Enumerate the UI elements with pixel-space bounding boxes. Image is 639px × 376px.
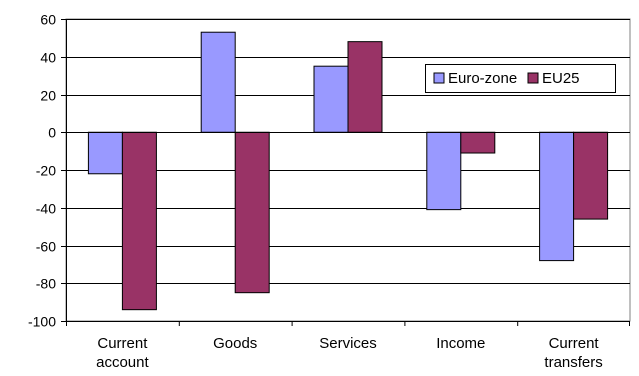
bar-euro-zone-4 <box>539 131 575 262</box>
bar-eu25-4 <box>573 131 609 220</box>
bar-euro-zone-0 <box>87 131 123 175</box>
bar-euro-zone-1 <box>200 31 236 133</box>
x-axis-category-labels: Current account Goods Services Income Current… <box>96 335 603 371</box>
bar-eu25-2 <box>347 41 383 133</box>
x-category-label-line: account <box>96 354 149 371</box>
bar-eu25-0 <box>121 131 157 311</box>
x-category-label-line: Goods <box>213 335 257 352</box>
axes <box>61 19 630 326</box>
bar-eu25-3 <box>460 131 496 154</box>
legend-label-euro-zone: Euro-zone <box>448 70 517 87</box>
legend-label-eu25: EU25 <box>542 70 580 87</box>
x-category-label-line: Current <box>549 335 600 352</box>
y-tick-label: -60 <box>36 239 56 255</box>
x-category-label-line: Income <box>436 335 485 352</box>
legend-swatch-euro-zone <box>433 72 445 84</box>
bar-euro-zone-2 <box>313 65 349 133</box>
y-tick-label: 20 <box>40 88 56 104</box>
legend: Euro-zone EU25 <box>425 64 616 93</box>
x-category-label-line: Services <box>319 335 377 352</box>
y-tick-label: -20 <box>36 163 56 179</box>
x-category-label: Current account <box>96 335 149 371</box>
x-category-label-line: transfers <box>544 354 602 371</box>
bar-euro-zone-3 <box>426 131 462 211</box>
y-tick-label: 60 <box>40 12 56 28</box>
x-category-label: Income <box>436 335 485 352</box>
y-tick-label: 0 <box>48 125 56 141</box>
y-axis-tick-labels: 60 40 20 0 -20 -40 -60 -80 -100 <box>28 12 56 330</box>
x-category-label: Current transfers <box>544 335 602 371</box>
bars <box>87 31 609 311</box>
x-category-label: Services <box>319 335 377 352</box>
x-category-label-line: Current <box>97 335 148 352</box>
x-category-label: Goods <box>213 335 257 352</box>
y-tick-label: -80 <box>36 276 56 292</box>
y-tick-label: -100 <box>28 314 56 330</box>
legend-swatch-eu25 <box>527 72 539 84</box>
bar-eu25-1 <box>234 131 270 294</box>
y-tick-label: -40 <box>36 201 56 217</box>
y-tick-label: 40 <box>40 50 56 66</box>
legend-box <box>425 64 616 93</box>
